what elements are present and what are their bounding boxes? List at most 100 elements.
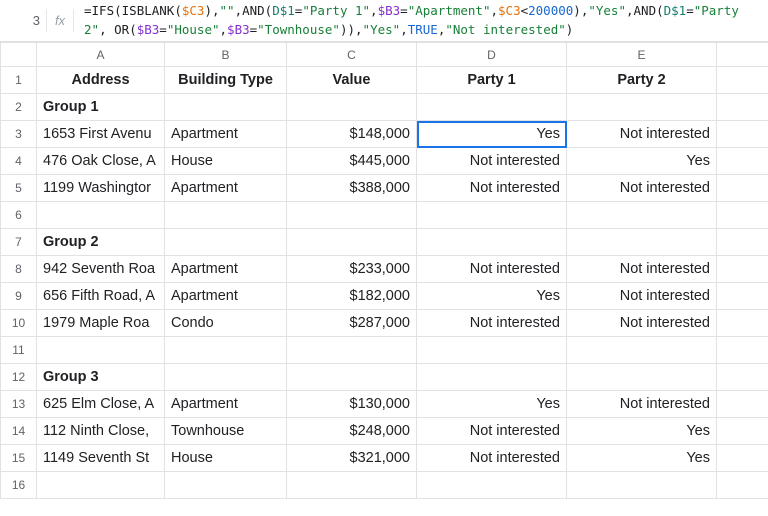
cell[interactable] <box>717 202 768 229</box>
cell[interactable] <box>717 310 768 337</box>
row-header[interactable]: 15 <box>1 445 37 472</box>
cell[interactable] <box>165 229 287 256</box>
row-header[interactable]: 14 <box>1 418 37 445</box>
cell[interactable] <box>287 229 417 256</box>
cell[interactable]: $321,000 <box>287 445 417 472</box>
cell[interactable] <box>717 229 768 256</box>
cell[interactable] <box>165 364 287 391</box>
cell[interactable]: Townhouse <box>165 418 287 445</box>
cell[interactable]: Apartment <box>165 283 287 310</box>
cell[interactable]: Yes <box>567 445 717 472</box>
cell[interactable]: 1653 First Avenu <box>37 121 165 148</box>
cell[interactable] <box>717 445 768 472</box>
cell[interactable]: 625 Elm Close, A <box>37 391 165 418</box>
cell[interactable] <box>417 94 567 121</box>
row-header[interactable]: 16 <box>1 472 37 499</box>
cell[interactable]: Address <box>37 67 165 94</box>
cell[interactable] <box>37 337 165 364</box>
cell[interactable] <box>287 472 417 499</box>
cell[interactable]: Yes <box>417 121 567 148</box>
cell[interactable]: 1979 Maple Roa <box>37 310 165 337</box>
cell[interactable] <box>287 94 417 121</box>
row-header[interactable]: 12 <box>1 364 37 391</box>
cell[interactable] <box>287 337 417 364</box>
cell[interactable]: $130,000 <box>287 391 417 418</box>
row-header[interactable]: 10 <box>1 310 37 337</box>
cell[interactable]: $445,000 <box>287 148 417 175</box>
row-header[interactable]: 11 <box>1 337 37 364</box>
cell[interactable]: 112 Ninth Close, <box>37 418 165 445</box>
cell[interactable] <box>567 472 717 499</box>
cell[interactable] <box>717 364 768 391</box>
cell[interactable] <box>417 337 567 364</box>
cell[interactable]: Apartment <box>165 121 287 148</box>
cell[interactable] <box>567 364 717 391</box>
cell[interactable]: 1149 Seventh St <box>37 445 165 472</box>
cell[interactable]: Apartment <box>165 256 287 283</box>
cell[interactable] <box>165 337 287 364</box>
cell[interactable]: Not interested <box>417 175 567 202</box>
cell[interactable]: $233,000 <box>287 256 417 283</box>
cell[interactable]: Not interested <box>417 256 567 283</box>
spreadsheet-grid[interactable]: ABCDE 1AddressBuilding TypeValueParty 1P… <box>0 42 768 516</box>
cell[interactable]: Not interested <box>567 283 717 310</box>
corner-cell[interactable] <box>1 43 37 67</box>
cell[interactable]: Group 2 <box>37 229 165 256</box>
cell[interactable]: Not interested <box>567 121 717 148</box>
cell[interactable]: Yes <box>417 283 567 310</box>
cell[interactable] <box>717 67 768 94</box>
cell[interactable] <box>567 202 717 229</box>
cell[interactable]: $182,000 <box>287 283 417 310</box>
cell[interactable] <box>287 364 417 391</box>
cell[interactable]: House <box>165 445 287 472</box>
cell[interactable] <box>717 391 768 418</box>
cell[interactable]: Yes <box>417 391 567 418</box>
column-header-B[interactable]: B <box>165 43 287 67</box>
cell[interactable] <box>567 229 717 256</box>
cell[interactable]: 1199 Washingtor <box>37 175 165 202</box>
cell[interactable]: Condo <box>165 310 287 337</box>
row-header[interactable]: 13 <box>1 391 37 418</box>
cell[interactable]: Value <box>287 67 417 94</box>
cell[interactable] <box>717 94 768 121</box>
cell[interactable]: Not interested <box>417 445 567 472</box>
cell[interactable]: Party 1 <box>417 67 567 94</box>
cell[interactable]: Group 1 <box>37 94 165 121</box>
cell[interactable]: $388,000 <box>287 175 417 202</box>
cell[interactable]: 656 Fifth Road, A <box>37 283 165 310</box>
cell[interactable]: $248,000 <box>287 418 417 445</box>
cell[interactable] <box>417 364 567 391</box>
cell[interactable] <box>37 202 165 229</box>
cell[interactable]: Apartment <box>165 391 287 418</box>
cell[interactable]: Not interested <box>417 148 567 175</box>
row-header[interactable]: 8 <box>1 256 37 283</box>
cell[interactable] <box>717 175 768 202</box>
cell[interactable] <box>37 472 165 499</box>
cell[interactable] <box>717 418 768 445</box>
cell[interactable]: $148,000 <box>287 121 417 148</box>
cell[interactable]: Not interested <box>567 391 717 418</box>
row-header[interactable]: 1 <box>1 67 37 94</box>
cell[interactable] <box>165 472 287 499</box>
cell[interactable]: Not interested <box>417 310 567 337</box>
row-header[interactable]: 2 <box>1 94 37 121</box>
cell[interactable]: Party 2 <box>567 67 717 94</box>
cell[interactable] <box>165 202 287 229</box>
row-header[interactable]: 3 <box>1 121 37 148</box>
cell[interactable]: Not interested <box>567 256 717 283</box>
column-header-blank[interactable] <box>717 43 768 67</box>
row-header[interactable]: 4 <box>1 148 37 175</box>
cell[interactable] <box>567 337 717 364</box>
column-header-A[interactable]: A <box>37 43 165 67</box>
cell[interactable]: Yes <box>567 148 717 175</box>
cell[interactable]: Yes <box>567 418 717 445</box>
formula-input[interactable]: =IFS(ISBLANK($C3),"",AND(D$1="Party 1",$… <box>74 0 764 43</box>
cell[interactable]: Group 3 <box>37 364 165 391</box>
cell[interactable] <box>717 121 768 148</box>
name-box[interactable]: 3 <box>4 13 46 28</box>
cell[interactable]: Building Type <box>165 67 287 94</box>
cell[interactable] <box>717 256 768 283</box>
cell[interactable]: 476 Oak Close, A <box>37 148 165 175</box>
row-header[interactable]: 6 <box>1 202 37 229</box>
cell[interactable] <box>165 94 287 121</box>
